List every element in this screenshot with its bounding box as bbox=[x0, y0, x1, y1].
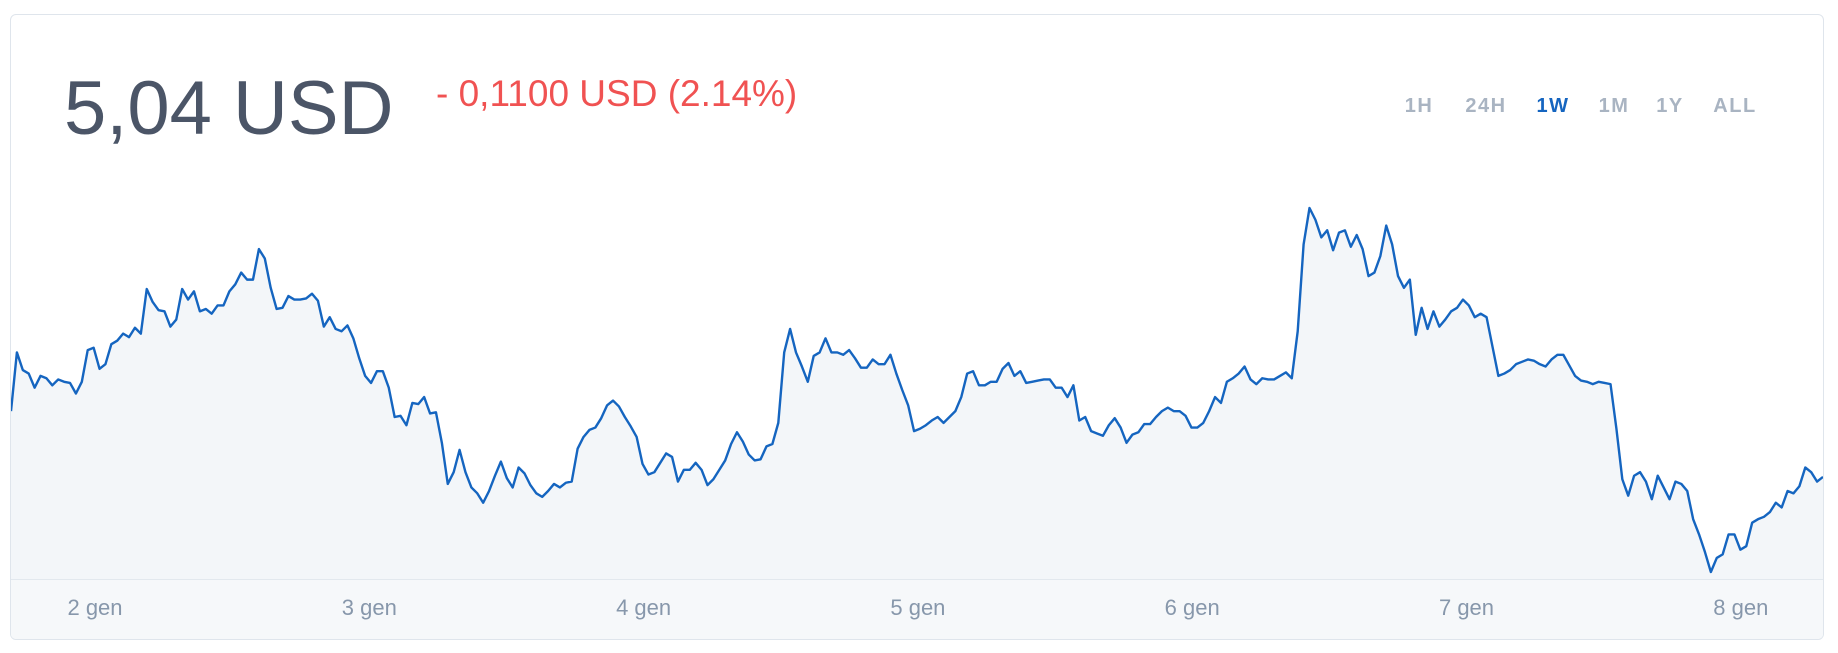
area-fill bbox=[11, 208, 1823, 579]
range-selector: 1H 24H 1W 1M 1Y ALL bbox=[11, 95, 1823, 125]
x-tick-label: 2 gen bbox=[67, 595, 122, 620]
range-button[interactable]: 24H bbox=[1465, 95, 1507, 117]
price-change: - 0,1100 USD (2.14%) bbox=[436, 73, 798, 114]
range-button[interactable]: 1W bbox=[1536, 95, 1570, 117]
price: 5,04 USD bbox=[64, 66, 394, 151]
x-tick-label: 4 gen bbox=[616, 595, 671, 620]
axis-strip bbox=[11, 579, 1823, 639]
x-tick-label: 8 gen bbox=[1713, 595, 1768, 620]
range-button[interactable]: 1M bbox=[1598, 95, 1630, 117]
x-tick-label: 7 gen bbox=[1439, 595, 1494, 620]
range-button[interactable]: ALL bbox=[1713, 95, 1757, 117]
x-tick-label: 3 gen bbox=[342, 595, 397, 620]
x-tick-label: 6 gen bbox=[1165, 595, 1220, 620]
x-tick-label: 5 gen bbox=[890, 595, 945, 620]
range-button[interactable]: 1Y bbox=[1656, 95, 1684, 117]
price-line bbox=[11, 206, 1823, 574]
price-card: 5,04 USD - 0,1100 USD (2.14%) 1H 24H 1W 1M 1… bbox=[10, 14, 1824, 640]
chart: 2 gen 3 gen 4 gen 5 gen 6 gen 7 gen 8 gen bbox=[11, 206, 1823, 639]
range-button[interactable]: 1H bbox=[1404, 95, 1434, 117]
